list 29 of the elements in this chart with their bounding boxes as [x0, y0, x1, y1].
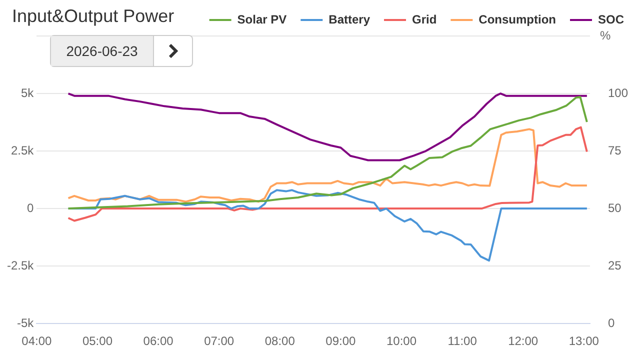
y-tick-label: 5k [20, 86, 35, 100]
x-tick-label: 06:00 [143, 334, 174, 348]
y2-tick-label: 50 [608, 200, 622, 215]
legend-label: Battery [328, 12, 370, 26]
x-tick-label: 09:00 [326, 334, 356, 348]
chart-title: Input&Output Power [12, 6, 174, 27]
x-tick-label: 04:00 [22, 334, 52, 348]
y-tick-label: 2.5k [10, 143, 35, 158]
legend-label: SOC [598, 12, 624, 26]
legend-label: Consumption [478, 12, 556, 26]
legend-label: Solar PV [237, 12, 287, 26]
y-tick-label: 0 [26, 200, 34, 215]
y-tick-label: -5k [17, 316, 35, 330]
x-tick-label: 12:00 [508, 334, 538, 348]
y2-tick-label: 100 [608, 86, 628, 100]
x-tick-label: 13:00 [568, 334, 600, 348]
date-field: 2026-06-23 [50, 35, 193, 67]
y2-axis-title: % [600, 28, 611, 42]
y-tick-label: -2.5k [6, 258, 35, 272]
y2-tick-label: 75 [608, 143, 622, 158]
x-tick-label: 11:00 [448, 334, 478, 348]
y2-tick-label: 0 [608, 316, 615, 330]
x-tick-label: 05:00 [82, 334, 113, 348]
x-tick-label: 10:00 [386, 334, 417, 348]
legend-label: Grid [412, 12, 437, 26]
annotation: 2026-06-23 [51, 36, 154, 66]
x-tick-label: 08:00 [264, 334, 296, 348]
x-tick-label: 07:00 [204, 334, 234, 348]
y2-tick-label: 25 [608, 258, 622, 272]
